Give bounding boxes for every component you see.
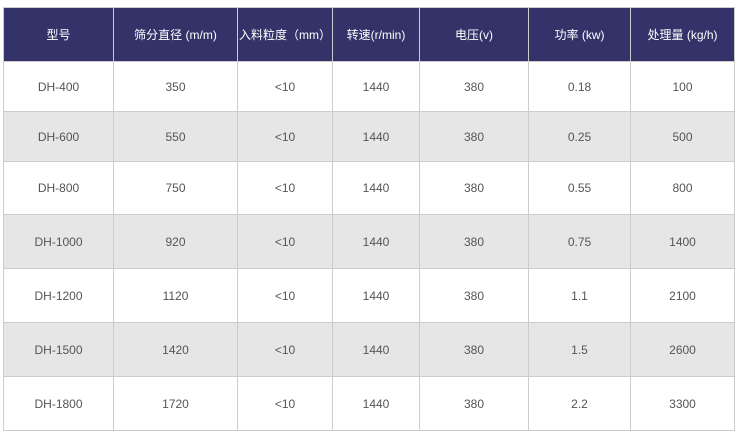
table-row: DH-1000 920 <10 1440 380 0.75 1400 xyxy=(3,214,735,269)
table-cell: <10 xyxy=(237,214,333,269)
table-cell: 1440 xyxy=(332,376,420,431)
table-cell: 750 xyxy=(113,161,238,215)
table-cell: DH-1500 xyxy=(3,322,114,377)
table-row: DH-400 350 <10 1440 380 0.18 100 xyxy=(3,61,735,112)
table-cell: 1120 xyxy=(113,268,238,323)
table-cell: 380 xyxy=(419,161,529,215)
table-cell: 800 xyxy=(630,161,735,215)
table-cell: 1.1 xyxy=(528,268,631,323)
table-cell: 1420 xyxy=(113,322,238,377)
table-cell: 380 xyxy=(419,111,529,162)
spec-table: 型号 筛分直径 (m/m) 入料粒度（mm） 转速(r/min) 电压(v) 功率 (kw… xyxy=(3,7,735,431)
table-cell: 380 xyxy=(419,268,529,323)
table-cell: 0.55 xyxy=(528,161,631,215)
table-cell: 0.75 xyxy=(528,214,631,269)
table-row: DH-1500 1420 <10 1440 380 1.5 2600 xyxy=(3,322,735,377)
table-cell: 380 xyxy=(419,322,529,377)
table-row: DH-600 550 <10 1440 380 0.25 500 xyxy=(3,111,735,162)
table-cell: 1720 xyxy=(113,376,238,431)
table-cell: DH-1800 xyxy=(3,376,114,431)
table-cell: 1440 xyxy=(332,214,420,269)
column-header: 转速(r/min) xyxy=(332,7,420,62)
table-cell: 0.25 xyxy=(528,111,631,162)
table-cell: 380 xyxy=(419,376,529,431)
table-cell: DH-1000 xyxy=(3,214,114,269)
table-cell: 100 xyxy=(630,61,735,112)
table-cell: DH-400 xyxy=(3,61,114,112)
table-cell: 380 xyxy=(419,214,529,269)
column-header: 入料粒度（mm） xyxy=(237,7,333,62)
table-cell: <10 xyxy=(237,376,333,431)
column-header: 电压(v) xyxy=(419,7,529,62)
table-cell: 1440 xyxy=(332,268,420,323)
table-cell: 350 xyxy=(113,61,238,112)
table-cell: <10 xyxy=(237,61,333,112)
table-cell: 0.18 xyxy=(528,61,631,112)
table-cell: DH-800 xyxy=(3,161,114,215)
header-row: 型号 筛分直径 (m/m) 入料粒度（mm） 转速(r/min) 电压(v) 功率 (kw… xyxy=(3,7,735,62)
table-cell: <10 xyxy=(237,161,333,215)
column-header: 筛分直径 (m/m) xyxy=(113,7,238,62)
table-cell: DH-600 xyxy=(3,111,114,162)
table-cell: 1440 xyxy=(332,111,420,162)
table-cell: 1440 xyxy=(332,61,420,112)
table-cell: 1.5 xyxy=(528,322,631,377)
table-cell: 1400 xyxy=(630,214,735,269)
column-header: 功率 (kw) xyxy=(528,7,631,62)
table-cell: <10 xyxy=(237,322,333,377)
table-row: DH-1200 1120 <10 1440 380 1.1 2100 xyxy=(3,268,735,323)
table-cell: 2600 xyxy=(630,322,735,377)
column-header: 型号 xyxy=(3,7,114,62)
table-cell: 500 xyxy=(630,111,735,162)
table-cell: 2.2 xyxy=(528,376,631,431)
table-cell: 380 xyxy=(419,61,529,112)
table-cell: 1440 xyxy=(332,322,420,377)
table-row: DH-800 750 <10 1440 380 0.55 800 xyxy=(3,161,735,215)
table-cell: 550 xyxy=(113,111,238,162)
table-cell: <10 xyxy=(237,111,333,162)
column-header: 处理量 (kg/h) xyxy=(630,7,735,62)
table-cell: <10 xyxy=(237,268,333,323)
table-cell: 2100 xyxy=(630,268,735,323)
table-row: DH-1800 1720 <10 1440 380 2.2 3300 xyxy=(3,376,735,431)
table-cell: 1440 xyxy=(332,161,420,215)
table-cell: 920 xyxy=(113,214,238,269)
table-cell: DH-1200 xyxy=(3,268,114,323)
table-cell: 3300 xyxy=(630,376,735,431)
